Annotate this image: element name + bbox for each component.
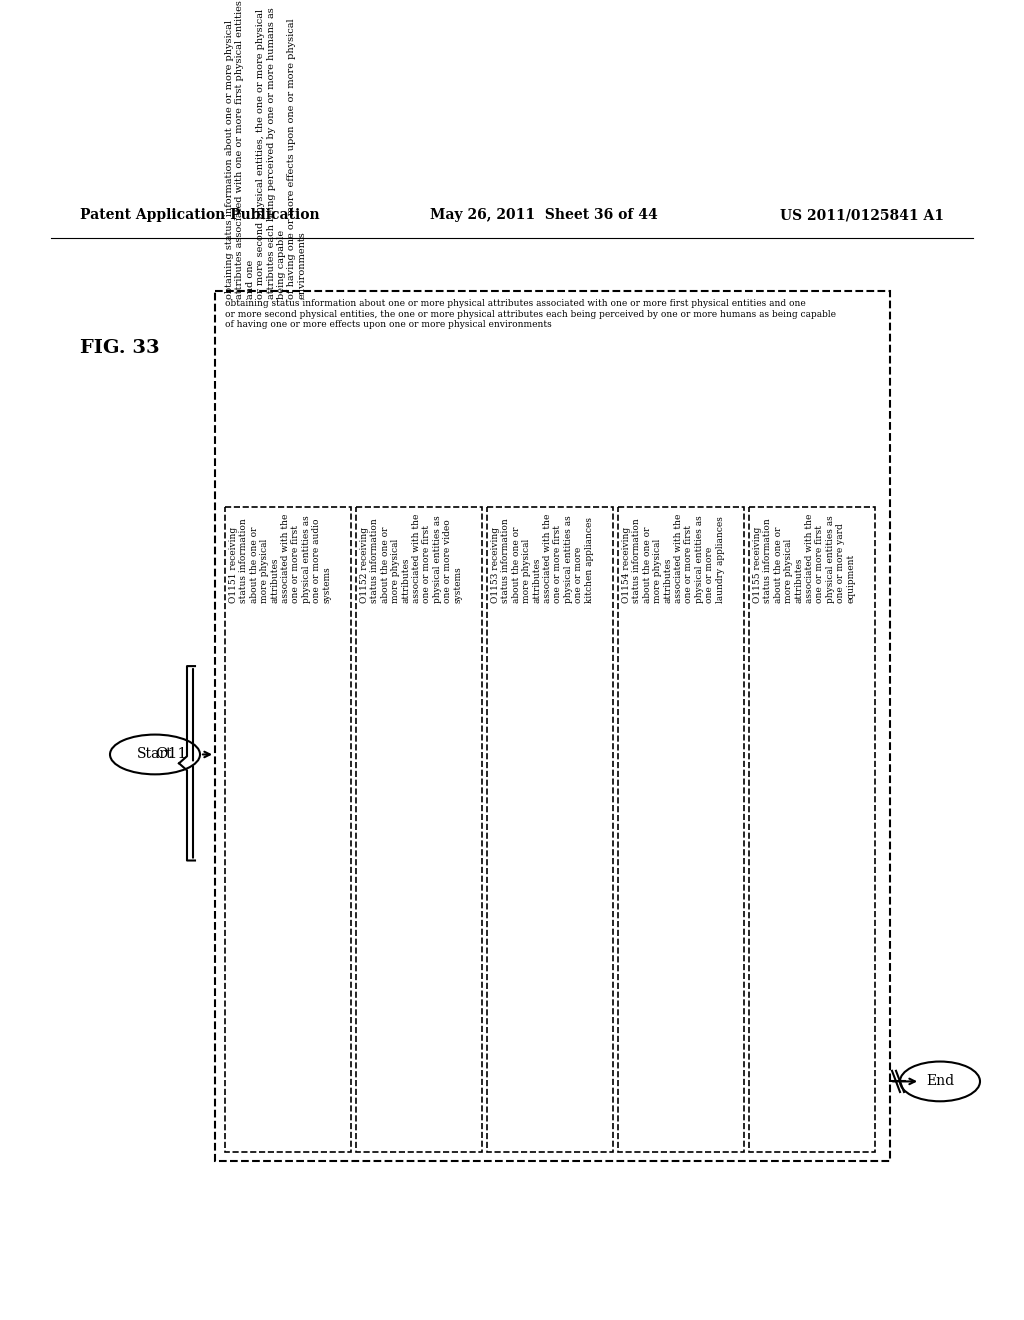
Ellipse shape [900,1061,980,1101]
Text: O1151 receiving
status information
about the one or
more physical
attributes
ass: O1151 receiving status information about… [229,513,332,603]
Bar [487,507,613,1152]
Text: O1155 receiving
status information
about the one or
more physical
attributes
ass: O1155 receiving status information about… [753,513,856,603]
Text: End: End [926,1074,954,1089]
Bar [225,507,351,1152]
Bar [618,507,744,1152]
Text: US 2011/0125841 A1: US 2011/0125841 A1 [780,209,944,223]
Text: obtaining status information about one or more physical attributes associated wi: obtaining status information about one o… [225,0,307,300]
Text: Start: Start [137,747,173,762]
Text: O11: O11 [155,747,187,762]
Text: FIG. 33: FIG. 33 [80,339,160,356]
Ellipse shape [110,734,200,775]
Text: O1154 receiving
status information
about the one or
more physical
attributes
ass: O1154 receiving status information about… [622,513,725,603]
Text: Patent Application Publication: Patent Application Publication [80,209,319,223]
Bar [356,507,482,1152]
Text: O1153 receiving
status information
about the one or
more physical
attributes
ass: O1153 receiving status information about… [490,513,594,603]
Bar [749,507,874,1152]
Text: O1152 receiving
status information
about the one or
more physical
attributes
ass: O1152 receiving status information about… [360,513,463,603]
Text: May 26, 2011  Sheet 36 of 44: May 26, 2011 Sheet 36 of 44 [430,209,657,223]
Bar [215,290,890,1162]
Text: obtaining status information about one or more physical attributes associated wi: obtaining status information about one o… [225,300,836,329]
